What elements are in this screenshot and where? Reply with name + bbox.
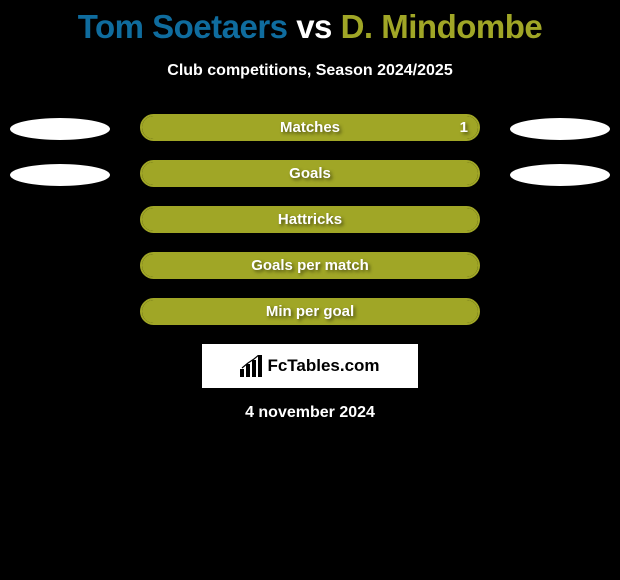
player1-avatar-ellipse: [10, 164, 110, 186]
player1-name: Tom Soetaers: [78, 8, 288, 45]
stat-bar-right-fill: [142, 116, 478, 139]
logo-text: FcTables.com: [267, 356, 379, 376]
comparison-row: Matches1: [0, 114, 620, 141]
logo-box: FcTables.com: [202, 344, 418, 388]
stat-bar-right-fill: [142, 208, 478, 231]
stat-bar: [140, 206, 480, 233]
player2-name: D. Mindombe: [341, 8, 543, 45]
stat-bar: [140, 252, 480, 279]
stat-bar: [140, 114, 480, 141]
logo: FcTables.com: [240, 355, 379, 377]
player2-avatar-ellipse: [510, 118, 610, 140]
stat-bar: [140, 298, 480, 325]
player1-avatar-ellipse: [10, 118, 110, 140]
date-line: 4 november 2024: [0, 404, 620, 422]
logo-bars-icon: [240, 355, 264, 377]
comparison-rows: Matches1 Goals Hattricks Goals per match Min…: [0, 114, 620, 325]
stat-bar-right-fill: [142, 254, 478, 277]
vs-text: vs: [296, 8, 332, 45]
stat-bar-right-fill: [142, 300, 478, 323]
stat-bar-right-fill: [142, 162, 478, 185]
comparison-title: Tom Soetaers vs D. Mindombe: [0, 0, 620, 46]
comparison-row: Goals per match: [0, 252, 620, 279]
stat-bar: [140, 160, 480, 187]
comparison-row: Goals: [0, 160, 620, 187]
player2-avatar-ellipse: [510, 164, 610, 186]
subtitle: Club competitions, Season 2024/2025: [0, 62, 620, 80]
comparison-row: Hattricks: [0, 206, 620, 233]
comparison-row: Min per goal: [0, 298, 620, 325]
